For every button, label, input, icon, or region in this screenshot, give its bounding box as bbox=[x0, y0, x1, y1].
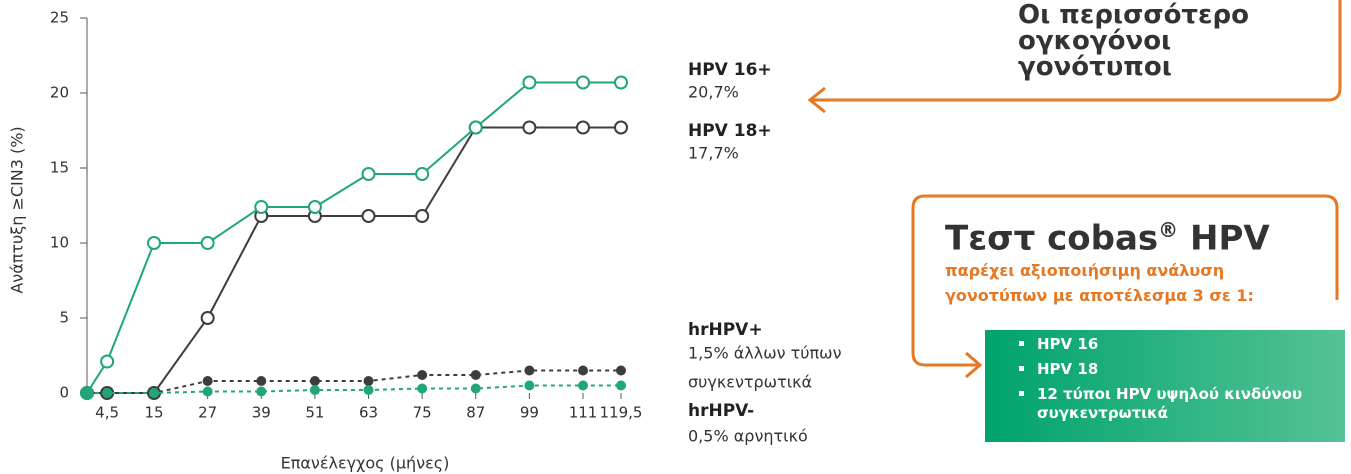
point bbox=[361, 167, 376, 181]
series-label: συγκεντρωτικά bbox=[688, 373, 812, 392]
y-axis-title: Ανάπτυξη ≥CIN3 (%) bbox=[8, 126, 27, 293]
list-item: HPV 18 bbox=[1017, 358, 1345, 380]
point bbox=[309, 376, 320, 386]
x-tick-label: 111 bbox=[569, 404, 598, 422]
point bbox=[256, 376, 267, 386]
callout-line: γονότυποι bbox=[1018, 52, 1172, 82]
y-tick-label: 0 bbox=[59, 384, 69, 402]
x-tick-label: 39 bbox=[252, 404, 271, 422]
point bbox=[616, 365, 626, 376]
point bbox=[202, 376, 213, 386]
point bbox=[415, 167, 430, 181]
point bbox=[363, 376, 374, 386]
point bbox=[100, 354, 115, 369]
y-tick-label: 25 bbox=[50, 9, 69, 27]
x-tick-label: 4,5 bbox=[95, 404, 119, 422]
annotation-arrows bbox=[807, 0, 1342, 379]
series-line bbox=[87, 126, 621, 394]
point bbox=[361, 209, 376, 223]
point bbox=[254, 200, 269, 214]
y-tick-label: 10 bbox=[50, 234, 69, 252]
point bbox=[417, 383, 428, 394]
y-tick-label: 5 bbox=[59, 309, 69, 327]
series-line bbox=[87, 384, 621, 394]
point bbox=[578, 365, 589, 376]
series-label: 20,7% bbox=[688, 83, 739, 102]
point bbox=[200, 311, 215, 325]
point bbox=[102, 388, 113, 398]
list-item: HPV 16 bbox=[1017, 333, 1345, 355]
y-tick-label: 15 bbox=[50, 159, 69, 177]
point bbox=[363, 385, 374, 395]
x-tick-label: 51 bbox=[305, 404, 324, 422]
point bbox=[614, 75, 628, 90]
point bbox=[147, 236, 162, 250]
x-tick-label: 27 bbox=[198, 404, 217, 422]
point bbox=[82, 388, 92, 398]
point bbox=[576, 120, 591, 135]
series-name: HPV 16+ bbox=[688, 60, 772, 80]
list-item: 12 τύποι HPV υψηλού κινδύνου bbox=[1017, 383, 1345, 405]
point bbox=[202, 386, 213, 397]
list-item: συγκεντρωτικά bbox=[1037, 404, 1168, 422]
title-mark: ® bbox=[1158, 218, 1179, 242]
point bbox=[522, 75, 537, 90]
x-tick-label: 63 bbox=[359, 404, 378, 422]
x-tick-label: 99 bbox=[520, 404, 539, 422]
callout-1: Οι περισσότερο ογκογόνοι γονότυποι bbox=[1018, 2, 1249, 80]
point bbox=[468, 120, 483, 135]
callout-2-sub: παρέχει αξιοποιήσιμη ανάλυση γονοτύπων μ… bbox=[945, 258, 1254, 308]
x-tick-label: 75 bbox=[413, 404, 432, 422]
point bbox=[522, 120, 537, 135]
point bbox=[470, 383, 481, 394]
series-label: 0,5% αρνητικό bbox=[688, 427, 808, 446]
title-part: HPV bbox=[1190, 218, 1270, 259]
list-box: HPV 16 HPV 18 12 τύποι HPV υψηλού κινδύν… bbox=[985, 330, 1345, 442]
arrow-2 bbox=[911, 194, 1339, 367]
arrow-1 bbox=[810, 0, 1342, 102]
point bbox=[470, 370, 481, 380]
sub-line: γονοτύπων με αποτέλεσμα 3 σε 1: bbox=[945, 286, 1254, 305]
point bbox=[149, 388, 160, 398]
series-line bbox=[86, 81, 621, 394]
arrow-head-2 bbox=[965, 351, 983, 379]
point bbox=[524, 380, 535, 391]
callout-2-title: Τεστ cobas® HPV bbox=[945, 218, 1270, 258]
x-axis-title: Επανέλεγχος (μήνες) bbox=[281, 454, 450, 473]
series-name: hrHPV+ bbox=[688, 320, 763, 340]
y-tick-label: 20 bbox=[50, 84, 69, 102]
series-name: hrHPV- bbox=[688, 401, 754, 421]
x-tick-label: 87 bbox=[466, 404, 485, 422]
sub-line: παρέχει αξιοποιήσιμη ανάλυση bbox=[945, 261, 1225, 280]
point bbox=[616, 380, 626, 391]
point bbox=[307, 200, 322, 214]
x-tick-label: 119,5 bbox=[600, 404, 643, 422]
point bbox=[415, 209, 430, 223]
callout-line: ογκογόνοι bbox=[1018, 26, 1172, 56]
point bbox=[309, 385, 320, 395]
point bbox=[417, 370, 428, 380]
series-label: 1,5% άλλων τύπων bbox=[688, 344, 842, 363]
arrow-head-1 bbox=[807, 86, 826, 114]
point bbox=[578, 380, 589, 391]
title-part: Τεστ cobas bbox=[945, 218, 1159, 259]
point bbox=[614, 120, 628, 135]
point bbox=[200, 236, 215, 250]
point bbox=[256, 386, 267, 397]
point bbox=[524, 365, 535, 376]
point bbox=[576, 75, 591, 90]
series-name: HPV 18+ bbox=[688, 121, 772, 141]
x-tick-label: 15 bbox=[144, 404, 163, 422]
callout-line: Οι περισσότερο bbox=[1018, 0, 1249, 30]
series-label: 17,7% bbox=[688, 144, 739, 163]
